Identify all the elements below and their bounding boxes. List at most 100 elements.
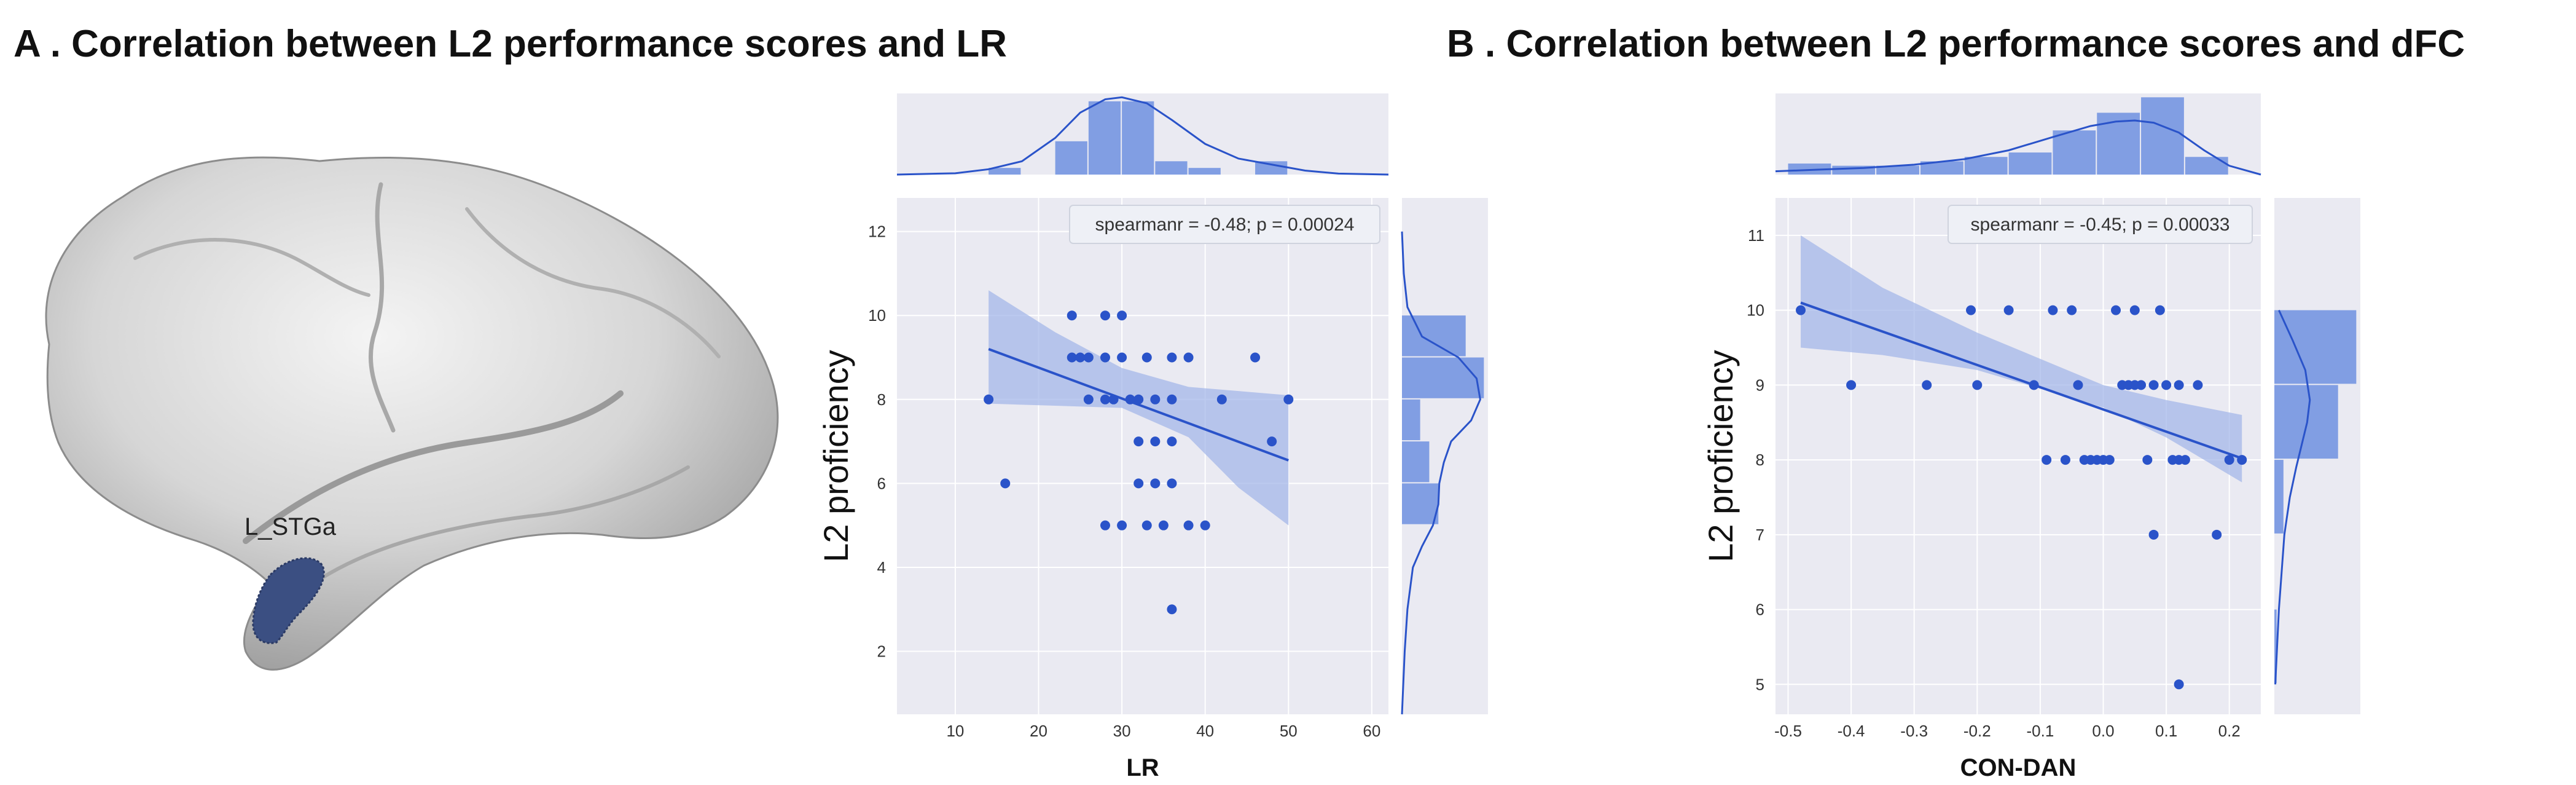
legend-box xyxy=(1069,205,1380,244)
data-point xyxy=(2029,380,2039,390)
top-kde-curve xyxy=(896,96,1389,176)
right-kde-curve xyxy=(1401,231,1481,715)
data-point xyxy=(2174,380,2184,390)
data-point xyxy=(1200,520,1210,531)
y-axis-label: L2 proficiency xyxy=(816,350,855,562)
data-point xyxy=(1167,436,1177,447)
data-point xyxy=(1167,604,1177,615)
x-tick-label: 60 xyxy=(1363,722,1380,740)
y-tick-label: 10 xyxy=(868,306,886,325)
data-point xyxy=(2073,380,2083,390)
x-tick-label: 10 xyxy=(946,722,964,740)
data-point xyxy=(1100,394,1110,404)
top-hist-bar xyxy=(989,168,1021,175)
region-l-stga xyxy=(252,557,325,644)
panel-a-title: A . Correlation between L2 performance s… xyxy=(14,23,1007,65)
right-hist-bar xyxy=(2274,460,2284,534)
data-point xyxy=(1283,394,1294,404)
data-point xyxy=(2212,529,2222,540)
data-point xyxy=(1966,305,1976,315)
y-tick-label: 6 xyxy=(1756,601,1764,619)
data-point xyxy=(1250,352,1261,363)
x-axis-label: LR xyxy=(1126,754,1159,781)
data-point xyxy=(1125,394,1135,404)
x-tick-label: -0.3 xyxy=(1900,722,1928,740)
data-point xyxy=(2048,305,2058,315)
legend-text: spearmanr = -0.48; p = 0.00024 xyxy=(1095,215,1355,235)
data-point xyxy=(1083,394,1094,404)
y-tick-label: 5 xyxy=(1756,675,1764,693)
data-point xyxy=(1158,520,1169,531)
data-point xyxy=(1922,380,1932,390)
data-point xyxy=(1167,394,1177,404)
data-point xyxy=(2003,305,2014,315)
y-axis-label: L2 proficiency xyxy=(1701,350,1740,562)
y-tick-label: 2 xyxy=(877,642,886,661)
parietal-sulcus xyxy=(465,207,721,358)
data-point xyxy=(1133,436,1144,447)
data-point xyxy=(1133,394,1144,404)
top-hist-bar xyxy=(1122,101,1154,175)
top-hist-bar xyxy=(1188,168,1221,175)
data-point xyxy=(1100,352,1110,363)
data-point xyxy=(1796,305,1806,315)
x-tick-label: -0.4 xyxy=(1838,722,1865,740)
superior-temporal-sulcus xyxy=(287,465,690,604)
right-kde-curve xyxy=(2274,309,2311,685)
x-tick-label: 40 xyxy=(1196,722,1214,740)
data-point xyxy=(2148,380,2159,390)
top-hist-bar xyxy=(2141,97,2184,175)
data-point xyxy=(1100,520,1110,531)
x-axis-label: CON-DAN xyxy=(1960,754,2077,781)
right-hist-bar xyxy=(1402,483,1439,524)
data-point xyxy=(1000,478,1011,489)
data-point xyxy=(1183,352,1194,363)
data-point xyxy=(2129,305,2140,315)
chart-condan-scatter: -0.5 -0.4 -0.3 -0.2 -0.1 0.0 0.1 0.2 5 6 7 8 9 10 11 sp… xyxy=(1701,93,2360,781)
right-hist-bar xyxy=(1402,315,1466,357)
y-tick-label: 4 xyxy=(877,558,886,577)
data-point xyxy=(1846,380,1857,390)
data-point xyxy=(1100,310,1110,321)
data-point xyxy=(2111,305,2121,315)
x-tick-label: 30 xyxy=(1113,722,1131,740)
data-point xyxy=(2060,455,2070,465)
y-tick-label: 12 xyxy=(868,223,886,241)
sylvian-fissure xyxy=(243,390,624,544)
right-hist-bar xyxy=(2274,310,2357,384)
top-hist-bar xyxy=(1876,165,1919,175)
data-point xyxy=(1067,352,1077,363)
top-hist-bar xyxy=(1920,161,1963,175)
legend-box xyxy=(1948,205,2253,244)
top-kde-curve xyxy=(1775,119,2261,176)
right-hist-bar xyxy=(2274,385,2338,459)
right-hist-bar xyxy=(1402,441,1430,483)
plot-area xyxy=(897,198,1388,714)
x-tick-label: -0.1 xyxy=(2027,722,2054,740)
chart-lr-scatter: 10 20 30 40 50 60 2 4 6 8 10 12 spearmanr = -0.48; p… xyxy=(816,93,1488,781)
y-tick-label: 9 xyxy=(1756,376,1764,394)
data-point xyxy=(1167,478,1177,489)
top-hist-bar xyxy=(1088,101,1121,175)
y-tick-label: 6 xyxy=(877,474,886,492)
x-tick-label: 0.0 xyxy=(2092,722,2114,740)
top-hist-bar xyxy=(2053,130,2096,175)
data-point xyxy=(1141,520,1152,531)
x-tick-label: -0.2 xyxy=(1963,722,1991,740)
data-point xyxy=(1183,520,1194,531)
y-tick-label: 11 xyxy=(1748,226,1764,245)
data-point xyxy=(2237,455,2247,465)
regression-line xyxy=(1800,301,2242,460)
data-point xyxy=(2224,455,2234,465)
x-tick-label: 0.1 xyxy=(2155,722,2177,740)
top-hist-bar xyxy=(1055,141,1087,175)
top-hist-bar xyxy=(1155,161,1188,175)
data-point xyxy=(1075,352,1086,363)
data-point xyxy=(984,394,994,404)
data-point xyxy=(2174,679,2184,690)
panel-b-title: B . Correlation between L2 performance s… xyxy=(1447,23,2465,65)
right-hist-bar xyxy=(1402,357,1484,398)
data-point xyxy=(1083,352,1094,363)
x-tick-label: -0.5 xyxy=(1774,722,1802,740)
data-point xyxy=(1150,478,1161,489)
